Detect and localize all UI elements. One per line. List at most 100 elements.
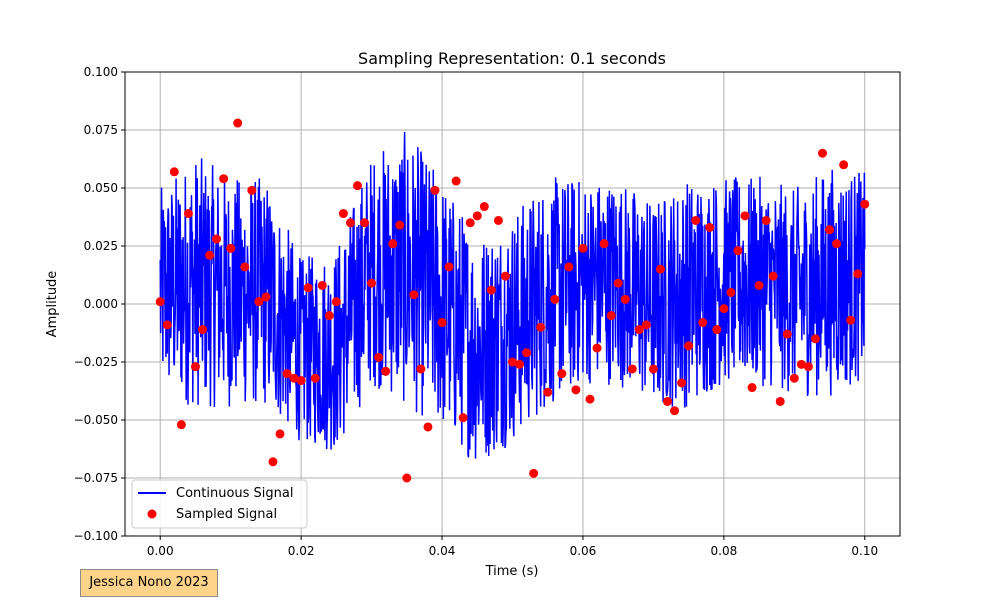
sampled-point	[219, 174, 229, 184]
y-tick-label: 0.100	[84, 65, 118, 79]
continuous-signal-line	[159, 132, 866, 459]
x-tick-label: 0.10	[851, 544, 878, 558]
sampled-point	[768, 271, 778, 281]
sampled-point	[585, 394, 595, 404]
y-tick-label: −0.100	[74, 529, 118, 543]
sampled-point	[458, 413, 468, 423]
sampled-point	[437, 318, 447, 328]
sampled-point	[324, 311, 334, 321]
sampled-point	[557, 369, 567, 379]
sampled-point	[303, 283, 313, 293]
sampled-point	[402, 473, 412, 483]
sampled-point	[754, 280, 764, 290]
sampled-point	[205, 250, 215, 260]
sampled-point	[627, 364, 637, 374]
sampled-point	[599, 239, 609, 249]
sampled-point	[782, 329, 792, 339]
sampled-point	[190, 362, 200, 372]
sampled-point	[536, 322, 546, 332]
sampled-point	[796, 359, 806, 369]
sampled-point	[747, 383, 757, 393]
sampled-point	[331, 297, 341, 307]
author-watermark: Jessica Nono 2023	[80, 569, 218, 597]
sampled-point	[479, 202, 489, 212]
sampled-point	[416, 364, 426, 374]
sampled-point	[543, 387, 553, 397]
y-tick-label: 0.075	[84, 123, 118, 137]
legend-label-sampled: Sampled Signal	[176, 507, 277, 522]
sampled-point	[409, 290, 419, 300]
sampled-point	[451, 176, 461, 186]
continuous-signal-layer	[159, 132, 866, 459]
sampled-point	[740, 211, 750, 221]
y-tick-label: 0.050	[84, 181, 118, 195]
y-tick-label: −0.075	[74, 471, 118, 485]
sampled-point	[353, 181, 362, 191]
sampled-point	[261, 292, 271, 302]
sampled-point	[641, 320, 651, 330]
y-axis-label: Amplitude	[45, 271, 60, 338]
sampled-point	[444, 262, 454, 272]
sampled-point	[578, 243, 588, 253]
sampled-point	[162, 320, 172, 330]
sampled-point	[289, 373, 299, 383]
sampled-point	[296, 376, 306, 386]
sampled-point	[472, 211, 482, 221]
sampled-signal-layer	[155, 118, 870, 483]
sampled-point	[317, 280, 327, 290]
sampled-point	[803, 362, 813, 372]
sampled-point	[839, 160, 849, 170]
x-tick-label: 0.02	[288, 544, 315, 558]
sampled-point	[719, 304, 729, 314]
sampled-point	[430, 185, 440, 195]
sampled-point	[310, 373, 320, 383]
y-tick-label: 0.000	[84, 297, 118, 311]
sampled-point	[705, 222, 715, 232]
y-tick-label: 0.025	[84, 239, 118, 253]
sampled-point	[677, 378, 687, 388]
sampled-point	[648, 364, 658, 374]
sampled-point	[493, 215, 503, 225]
sampled-point	[529, 468, 539, 478]
sampled-point	[176, 420, 186, 430]
sampled-point	[268, 457, 278, 467]
sampled-point	[832, 239, 842, 249]
sampled-point	[606, 311, 616, 321]
sampled-point	[367, 278, 377, 288]
sampled-point	[423, 422, 433, 432]
sampled-point	[388, 239, 398, 249]
sampled-point	[233, 118, 243, 128]
sampled-point	[240, 262, 250, 272]
sampled-point	[712, 325, 722, 335]
sampled-point	[670, 406, 680, 416]
x-tick-label: 0.00	[147, 544, 174, 558]
sampled-point	[853, 269, 863, 279]
y-tick-label: −0.050	[74, 413, 118, 427]
sampled-point	[613, 278, 623, 288]
sampled-point	[550, 294, 560, 304]
x-tick-label: 0.08	[711, 544, 738, 558]
sampled-point	[508, 357, 517, 367]
sampled-point	[810, 334, 820, 344]
sampled-point	[183, 209, 193, 219]
sampled-point	[374, 352, 384, 362]
sampled-point	[733, 246, 743, 256]
sampled-point	[564, 262, 574, 272]
x-tick-label: 0.04	[429, 544, 456, 558]
sampled-point	[571, 385, 581, 395]
legend-box	[131, 479, 308, 529]
sampled-point	[655, 264, 665, 274]
x-axis-label: Time (s)	[485, 564, 539, 579]
sampled-point	[500, 271, 510, 281]
sampled-point	[825, 225, 835, 235]
sampled-point	[465, 218, 475, 228]
sampled-point	[226, 243, 236, 253]
sampled-point	[345, 218, 355, 228]
sampled-point	[282, 369, 292, 379]
x-axis: 0.00 0.02 0.04 0.06 0.08 0.10	[147, 536, 878, 558]
chart-title: Sampling Representation: 0.1 seconds	[358, 49, 666, 68]
sampled-point	[198, 325, 207, 335]
sampled-point	[212, 234, 222, 244]
sampled-point	[663, 396, 672, 406]
legend: Continuous Signal Sampled Signal	[131, 479, 308, 529]
